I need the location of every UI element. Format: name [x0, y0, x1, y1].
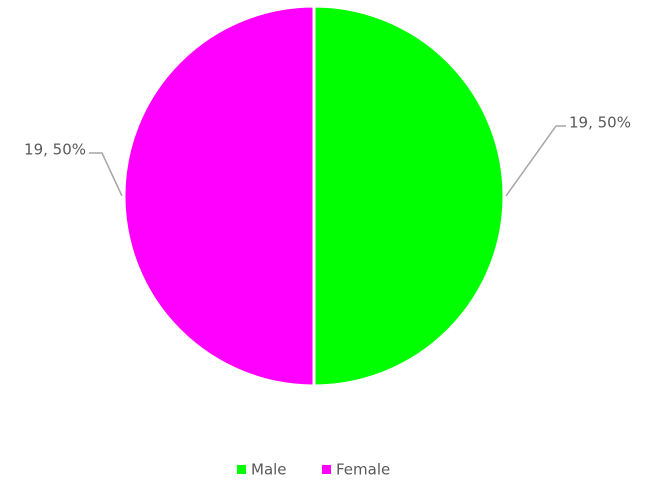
- legend-swatch: [322, 465, 331, 474]
- data-label: 19, 50%: [24, 141, 86, 159]
- legend-label: Male: [251, 461, 287, 479]
- leader-line: [505, 125, 566, 197]
- leader-line: [89, 152, 123, 197]
- legend-label: Female: [336, 461, 390, 479]
- pie-slice: [312, 4, 506, 388]
- data-label: 19, 50%: [569, 114, 631, 132]
- pie-slice: [122, 4, 316, 388]
- legend-swatch: [237, 465, 246, 474]
